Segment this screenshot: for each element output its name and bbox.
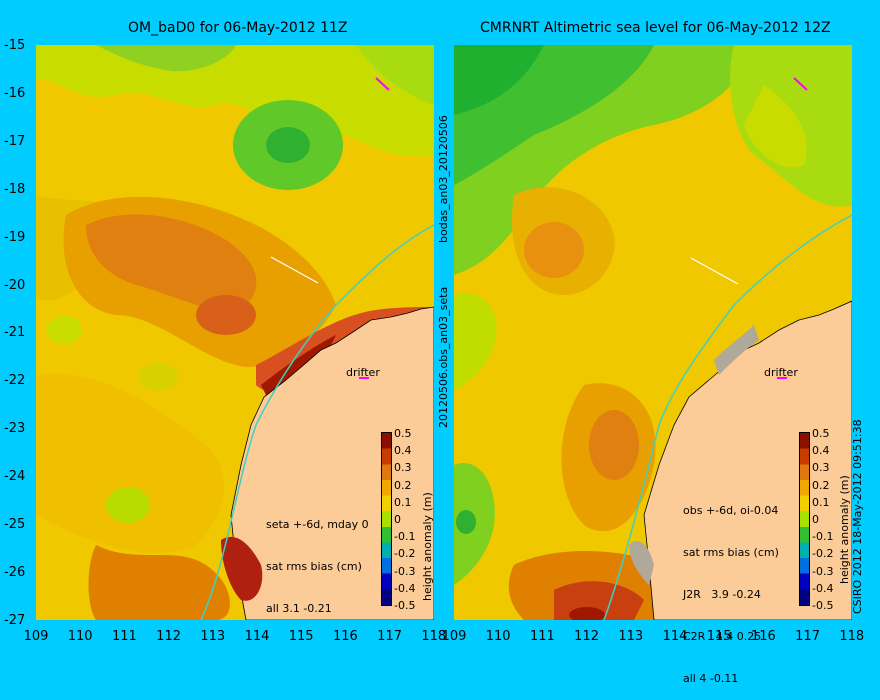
left-lon-tick-label: 114: [244, 629, 270, 644]
lat-tick-label: -15: [4, 38, 26, 53]
right-colorbar-label: height anomaly (m): [838, 475, 851, 584]
lat-tick-label: -21: [4, 325, 26, 341]
left-colorbar-label: height anomaly (m): [421, 492, 434, 601]
right-colorbar-tick: 0.2: [812, 478, 830, 492]
right-lon-tick-label: 113: [618, 629, 644, 644]
left-lon-tick-label: 111: [111, 629, 137, 644]
right-info-line: J2R 3.9 -0.24: [683, 588, 761, 601]
left-drifter-label: drifter: [346, 366, 380, 379]
left-colorbar-tick: 0.4: [394, 444, 412, 458]
left-lon-tick-label: 117: [377, 629, 402, 644]
left-lon-tick-label: 112: [156, 629, 181, 644]
left-colorbar: [381, 432, 392, 606]
left-colorbar-tick: -0.4: [394, 581, 416, 595]
right-colorbar: [799, 432, 810, 606]
left-info-line: all 3.1 -0.21: [266, 602, 332, 615]
left-colorbar-tick: 0: [394, 513, 401, 526]
right-colorbar-tick: -0.3: [812, 564, 834, 578]
left-lon-tick-label: 113: [200, 629, 226, 644]
lat-tick-label: -23: [4, 421, 26, 437]
left-map-panel: [36, 45, 434, 620]
lat-tick-label: -20: [4, 277, 26, 293]
left-info-line: seta +-6d, mday 0: [266, 518, 369, 531]
center-label-top: bodas_an03_20120506: [437, 115, 450, 243]
lat-tick-label: -24: [4, 469, 26, 485]
right-lon-tick-label: 111: [529, 629, 555, 644]
right-colorbar-tick: -0.1: [812, 530, 834, 544]
right-lon-tick-label: 109: [441, 629, 467, 644]
left-info-box: seta +-6d, mday 0 sat rms bias (cm) all …: [266, 490, 369, 630]
lat-tick-label: -26: [4, 564, 26, 580]
right-lon-tick-label: 115: [706, 629, 732, 644]
right-map-title: CMRNRT Altimetric sea level for 06-May-2…: [480, 20, 831, 36]
right-map-panel: [454, 45, 852, 620]
right-lon-tick-label: 117: [795, 629, 820, 644]
left-colorbar-tick: -0.1: [394, 530, 416, 544]
right-colorbar-tick: -0.5: [812, 599, 834, 612]
right-lon-tick-label: 112: [574, 629, 599, 644]
left-map-field: [36, 45, 434, 620]
left-colorbar-tick: -0.5: [394, 599, 416, 612]
right-drifter-label: drifter: [764, 366, 798, 379]
left-lon-tick-label: 110: [67, 629, 93, 644]
right-lon-tick-label: 118: [839, 629, 865, 644]
lat-tick-label: -27: [4, 612, 26, 628]
right-colorbar-tick: 0.3: [812, 461, 830, 475]
left-lon-tick-label: 116: [332, 629, 358, 644]
right-colorbar-tick: 0.5: [812, 427, 830, 440]
left-colorbar-tick: 0.1: [394, 495, 412, 509]
right-info-box: obs +-6d, oi-0.04 sat rms bias (cm) J2R …: [683, 476, 779, 700]
left-colorbar-tick: -0.3: [394, 564, 416, 578]
lat-tick-label: -17: [4, 133, 26, 149]
right-lon-tick-label: 110: [485, 629, 511, 644]
left-info-line: sat rms bias (cm): [266, 560, 362, 573]
right-lon-tick-label: 116: [750, 629, 776, 644]
right-map-field: [454, 45, 852, 620]
left-colorbar-tick: -0.2: [394, 547, 416, 561]
center-label-bottom: 20120506.obs_an03_seta: [437, 286, 450, 428]
left-colorbar-tick: 0.5: [394, 427, 412, 440]
right-info-line: all 4 -0.11: [683, 672, 739, 685]
lat-tick-label: -16: [4, 85, 26, 101]
right-colorbar-tick: 0.1: [812, 495, 830, 509]
lat-tick-label: -18: [4, 181, 26, 197]
left-map-title: OM_baD0 for 06-May-2012 11Z: [128, 20, 348, 36]
lat-tick-label: -25: [4, 517, 26, 532]
credit-label: CSIRO 2012 18-May-2012 09:51:38: [851, 419, 864, 614]
right-colorbar-tick: -0.2: [812, 547, 834, 561]
left-colorbar-tick: 0.2: [394, 478, 412, 492]
right-colorbar-tick: 0: [812, 513, 819, 526]
right-colorbar-tick: 0.4: [812, 444, 830, 458]
left-lon-tick-label: 118: [421, 629, 447, 644]
lat-tick-label: -22: [4, 373, 26, 389]
left-colorbar-tick: 0.3: [394, 461, 412, 475]
left-lon-tick-label: 109: [23, 629, 49, 644]
right-info-line: sat rms bias (cm): [683, 546, 779, 559]
lat-tick-label: -19: [4, 229, 26, 245]
right-colorbar-tick: -0.4: [812, 581, 834, 595]
right-lon-tick-label: 114: [662, 629, 688, 644]
left-lon-tick-label: 115: [288, 629, 314, 644]
right-info-line: obs +-6d, oi-0.04: [683, 504, 779, 517]
right-info-line: C2R 4.4 0.25: [683, 630, 762, 643]
